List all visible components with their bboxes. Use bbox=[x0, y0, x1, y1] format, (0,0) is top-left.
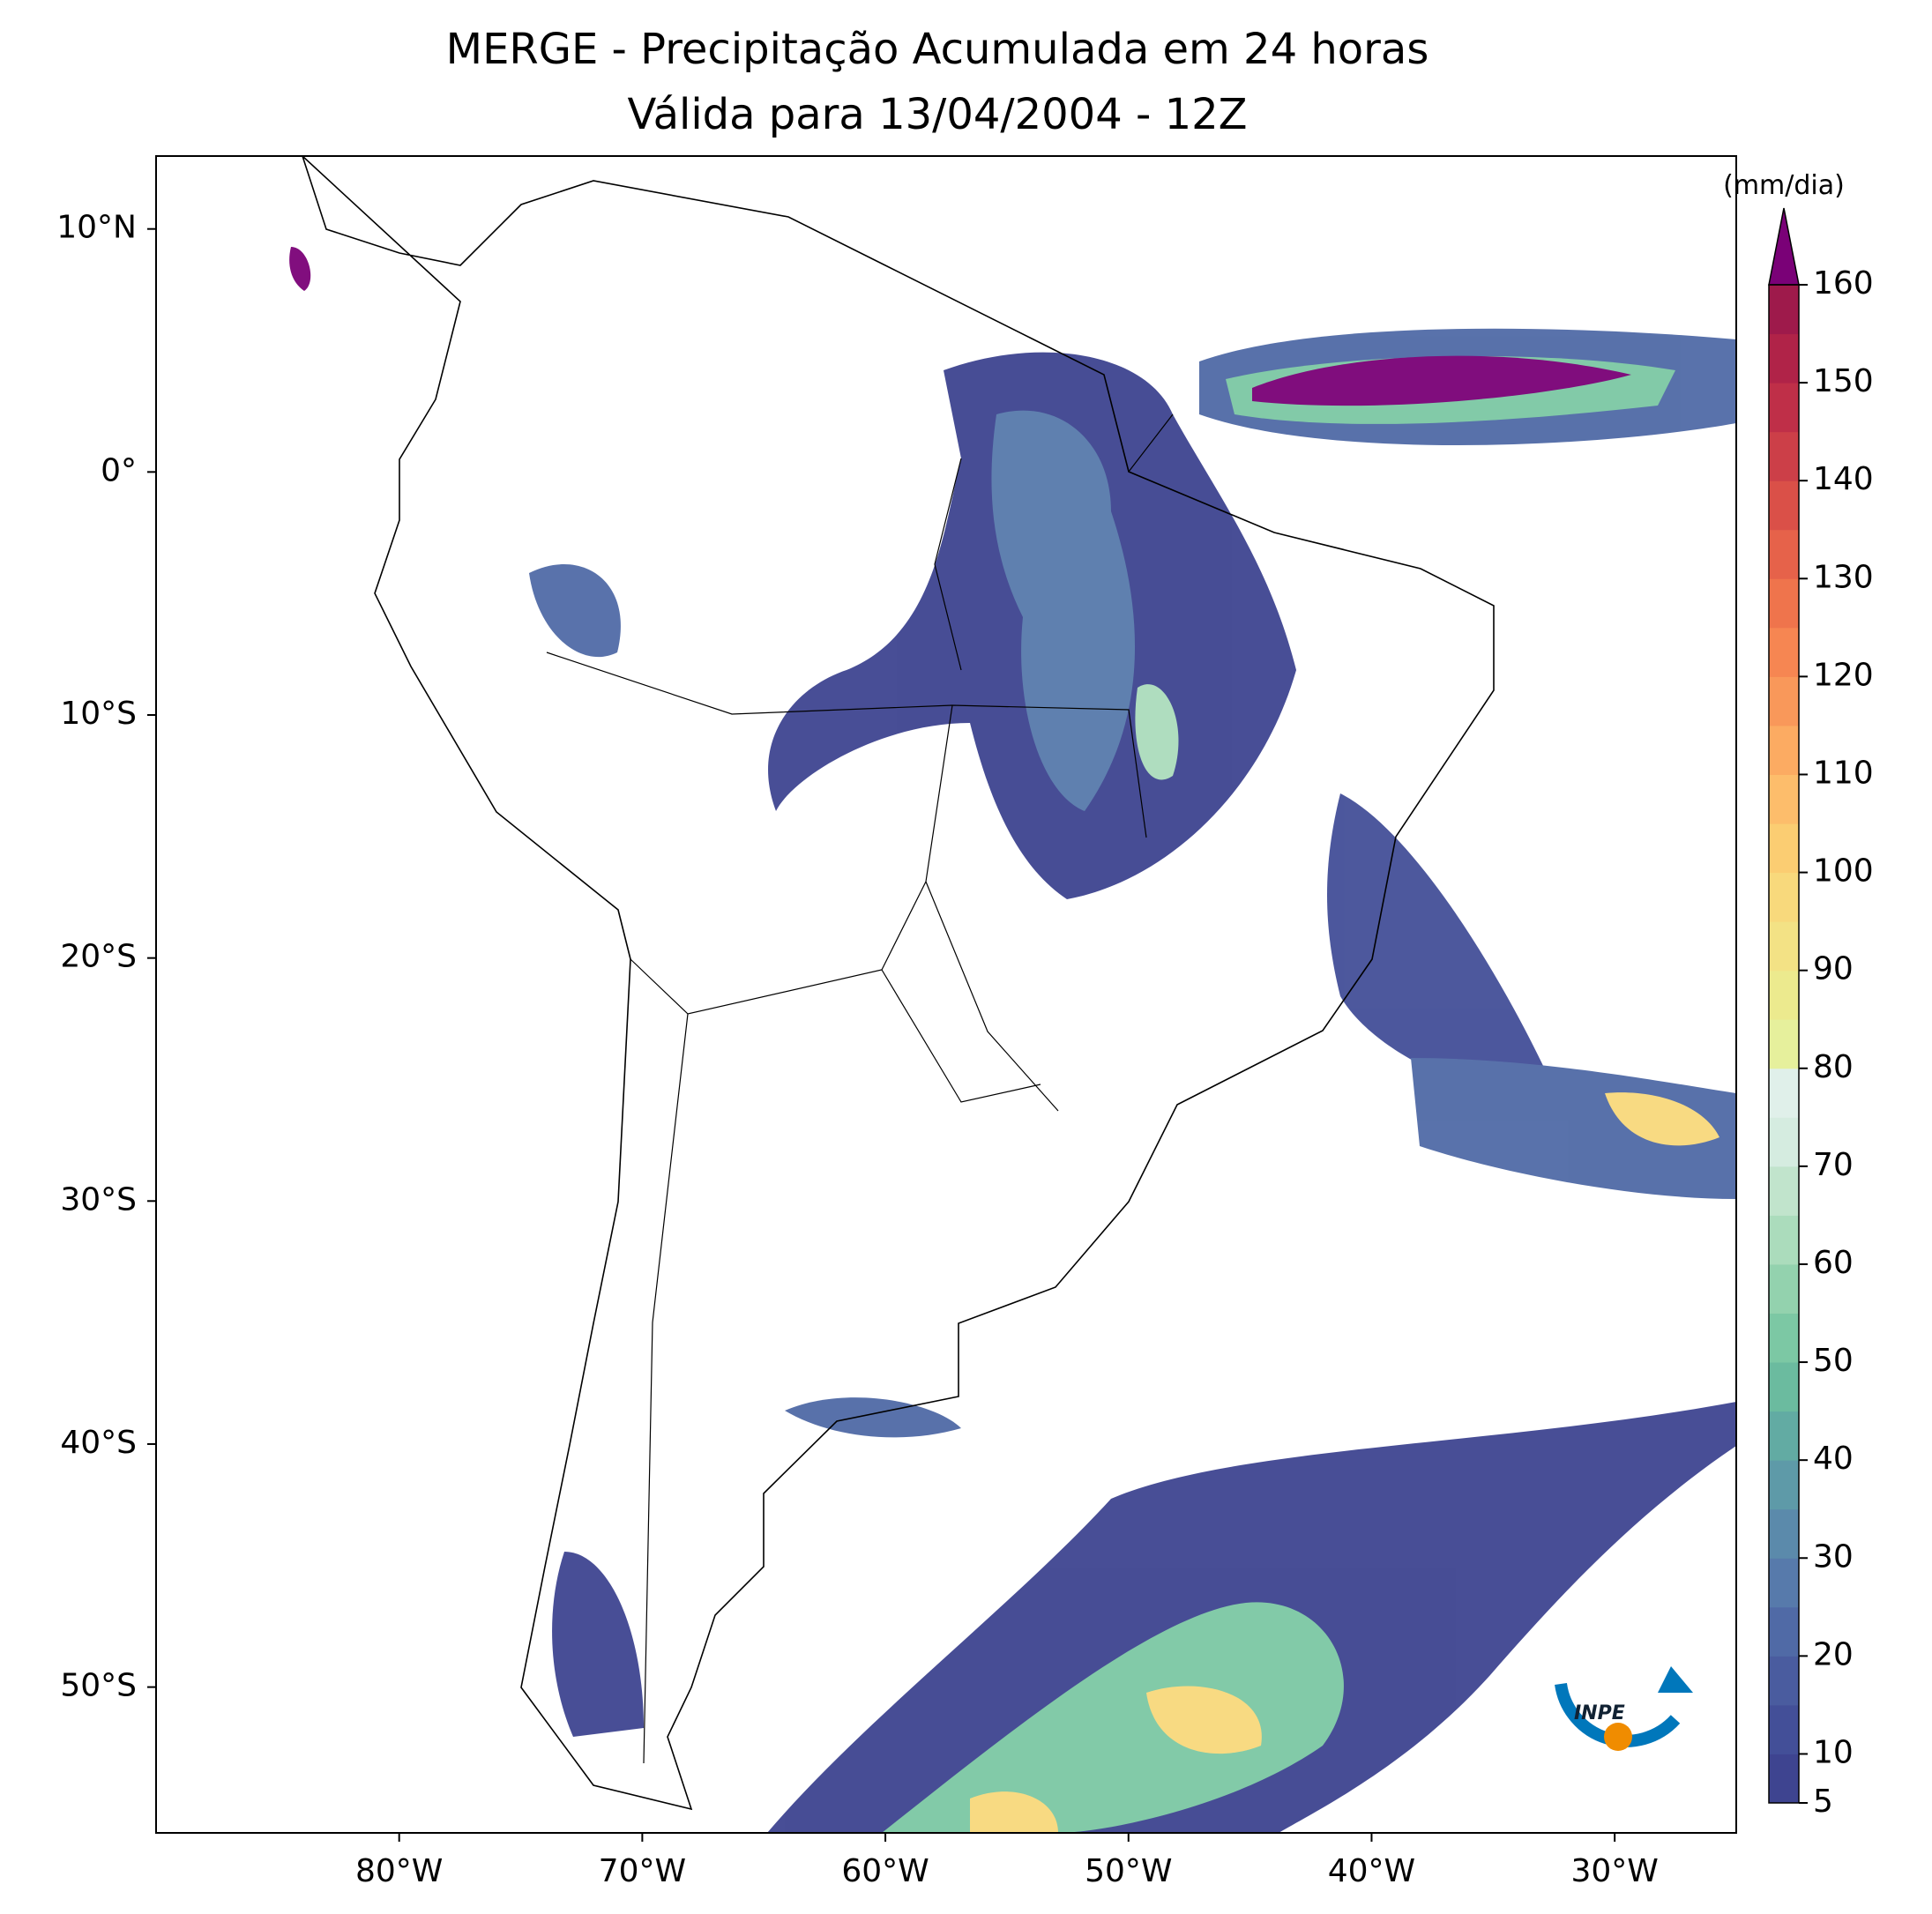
map-layer bbox=[289, 156, 1736, 1833]
colorbar-tick-label: 110 bbox=[1813, 755, 1874, 791]
colorbar-tick-label: 40 bbox=[1813, 1441, 1854, 1477]
colorbar-segment bbox=[1769, 921, 1799, 972]
borders bbox=[546, 413, 1174, 1764]
colorbar-segment bbox=[1769, 480, 1799, 531]
colorbar-segment bbox=[1769, 1508, 1799, 1559]
colorbar-segment bbox=[1769, 1019, 1799, 1069]
colorbar-tick-label: 90 bbox=[1813, 951, 1854, 987]
colorbar-segment bbox=[1769, 774, 1799, 824]
colorbar-segment bbox=[1769, 529, 1799, 579]
y-tick-label: 50°S bbox=[60, 1668, 137, 1704]
colorbar-tick-label: 20 bbox=[1813, 1636, 1854, 1672]
colorbar-tick-label: 80 bbox=[1813, 1049, 1854, 1085]
colorbar-tick-label: 30 bbox=[1813, 1538, 1854, 1575]
x-tick-label: 80°W bbox=[355, 1853, 443, 1889]
colorbar-segment bbox=[1769, 627, 1799, 677]
x-tick-label: 70°W bbox=[599, 1853, 686, 1889]
plot-frame bbox=[155, 155, 1737, 1834]
y-tick-label: 20°S bbox=[60, 939, 137, 975]
logo-text: INPE bbox=[1574, 1702, 1625, 1724]
colorbar-segment bbox=[1769, 970, 1799, 1020]
colorbar-segment bbox=[1769, 1460, 1799, 1510]
colorbar-tick-label: 120 bbox=[1813, 657, 1874, 693]
colorbar-segment bbox=[1769, 578, 1799, 629]
logo: INPE bbox=[1555, 1666, 1693, 1751]
colorbar-segment bbox=[1769, 1656, 1799, 1706]
colorbar-segment bbox=[1769, 333, 1799, 384]
colorbar-segment bbox=[1769, 872, 1799, 922]
colorbar-segment bbox=[1769, 1704, 1799, 1754]
colorbar-extend bbox=[1768, 207, 1800, 286]
colorbar-tick-label: 100 bbox=[1813, 853, 1874, 890]
colorbar-segment bbox=[1769, 676, 1799, 726]
colorbar-frame bbox=[1768, 284, 1800, 1804]
colorbar-segment bbox=[1769, 1362, 1799, 1412]
colorbar-segment bbox=[1769, 1754, 1799, 1804]
x-tick-label: 30°W bbox=[1570, 1853, 1658, 1889]
colorbar-segment bbox=[1769, 823, 1799, 874]
x-tick-label: 50°W bbox=[1085, 1853, 1172, 1889]
colorbar-segment bbox=[1769, 431, 1799, 481]
colorbar-segment bbox=[1769, 1117, 1799, 1167]
colorbar-label: (mm/dia) bbox=[1723, 170, 1845, 201]
x-tick-label: 60°W bbox=[841, 1853, 929, 1889]
colorbar-tick-label: 50 bbox=[1813, 1343, 1854, 1379]
y-tick-label: 10°N bbox=[56, 210, 137, 246]
colorbar-tick-label: 160 bbox=[1813, 265, 1874, 302]
colorbar-segment bbox=[1769, 1068, 1799, 1118]
x-tick-label: 40°W bbox=[1328, 1853, 1415, 1889]
colorbar-segment bbox=[1769, 725, 1799, 775]
colorbar-tick-label: 140 bbox=[1813, 461, 1874, 497]
colorbar-segment bbox=[1769, 1313, 1799, 1363]
y-tick-label: 40°S bbox=[60, 1425, 137, 1461]
subtitle: Válida para 13/04/2004 - 12Z bbox=[627, 90, 1247, 139]
y-tick-label: 0° bbox=[101, 452, 137, 488]
y-tick-label: 10°S bbox=[60, 696, 137, 732]
colorbar-segment bbox=[1769, 1166, 1799, 1216]
colorbar-segment bbox=[1769, 1263, 1799, 1314]
colorbar-segment bbox=[1769, 285, 1799, 335]
colorbar-segment bbox=[1769, 1215, 1799, 1265]
colorbar-tick-label: 60 bbox=[1813, 1245, 1854, 1281]
colorbar-segment bbox=[1769, 383, 1799, 433]
colorbar-segment bbox=[1769, 1606, 1799, 1657]
colorbar-tick-label: 70 bbox=[1813, 1147, 1854, 1183]
coastline bbox=[302, 156, 1495, 1811]
colorbar-segment bbox=[1769, 1558, 1799, 1608]
colorbar-segment bbox=[1769, 1411, 1799, 1461]
colorbar-tick-label: 130 bbox=[1813, 559, 1874, 595]
title: MERGE - Precipitação Acumulada em 24 hor… bbox=[446, 25, 1429, 74]
colorbar-tick-label: 150 bbox=[1813, 363, 1874, 399]
precipitation bbox=[289, 247, 1736, 1833]
colorbar-tick-label: 10 bbox=[1813, 1734, 1854, 1770]
y-tick-label: 30°S bbox=[60, 1181, 137, 1218]
colorbar-tick-label: 5 bbox=[1813, 1784, 1833, 1820]
